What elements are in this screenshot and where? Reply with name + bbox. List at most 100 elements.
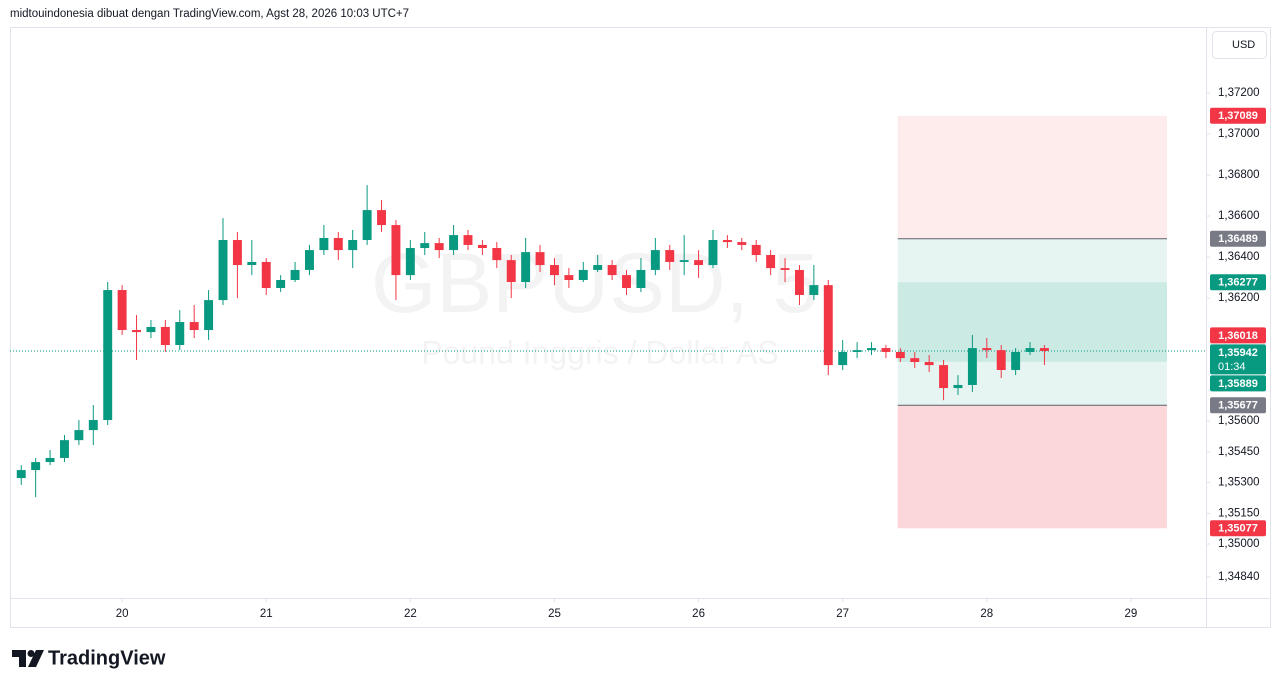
price-label-box xyxy=(1210,327,1266,344)
price-label: 1,36018 xyxy=(1218,330,1258,342)
x-tick-label: 22 xyxy=(404,608,417,620)
candle-body xyxy=(492,248,502,261)
price-countdown: 01:34 xyxy=(1218,361,1246,373)
candle-body xyxy=(535,252,545,266)
y-tick-label: 1,35150 xyxy=(1218,507,1260,519)
candle-body xyxy=(362,210,372,241)
candle-body xyxy=(276,280,286,288)
candle-body xyxy=(650,250,660,270)
price-label-box xyxy=(1210,375,1266,392)
currency-button[interactable] xyxy=(1212,31,1267,59)
candle-body xyxy=(593,265,603,270)
candle-body xyxy=(780,268,790,270)
candle-body xyxy=(391,225,401,276)
x-tick-label: 20 xyxy=(116,608,129,620)
price-label: 1,35942 xyxy=(1218,347,1258,359)
candle-body xyxy=(146,326,156,333)
price-label-box xyxy=(1210,344,1266,375)
candle-body xyxy=(132,330,141,333)
candle-body xyxy=(305,250,314,270)
y-tick-label: 1,36400 xyxy=(1218,251,1260,263)
candle-body xyxy=(737,242,747,245)
candle-body xyxy=(348,240,358,251)
x-tick-label: 25 xyxy=(548,608,561,620)
candle-body xyxy=(103,290,113,421)
price-label: 1,35677 xyxy=(1218,400,1258,412)
candle-body xyxy=(939,365,949,389)
candle-body xyxy=(189,322,199,331)
candle-body xyxy=(204,300,214,331)
candle-body xyxy=(247,261,257,266)
candle-body xyxy=(895,351,905,359)
price-label-box xyxy=(1210,520,1266,537)
candle-body xyxy=(794,269,804,295)
candle-body xyxy=(175,322,185,345)
y-tick-label: 1,34840 xyxy=(1218,571,1260,583)
price-label: 1,36277 xyxy=(1218,277,1258,289)
y-tick-label: 1,35600 xyxy=(1218,415,1260,427)
candle-body xyxy=(463,235,473,245)
candle-body xyxy=(405,248,415,276)
candle-body xyxy=(881,348,891,352)
x-tick-label: 29 xyxy=(1125,608,1138,620)
candle-body xyxy=(607,265,617,276)
watermark-name: Pound Inggris / Dollar AS xyxy=(421,334,779,370)
price-label: 1,35889 xyxy=(1218,378,1258,390)
candle-body xyxy=(578,269,588,281)
price-label: 1,37089 xyxy=(1218,110,1258,122)
candle-body xyxy=(722,240,732,243)
candle-body xyxy=(564,275,574,281)
candle-body xyxy=(809,285,819,295)
candle-body xyxy=(982,348,992,351)
candle-body xyxy=(232,240,242,266)
y-tick-label: 1,37200 xyxy=(1218,87,1260,99)
y-tick-label: 1,35450 xyxy=(1218,446,1260,458)
y-tick-label: 1,36200 xyxy=(1218,292,1260,304)
position-zone xyxy=(897,405,1167,529)
candle-body xyxy=(377,210,386,226)
candle-body xyxy=(434,243,444,251)
candle-body xyxy=(420,243,430,249)
candle-body xyxy=(117,290,127,331)
price-label-box xyxy=(1210,107,1266,124)
candle-body xyxy=(333,237,343,251)
logo-icon xyxy=(12,650,44,667)
candle-body xyxy=(261,261,271,288)
candle-body xyxy=(694,260,704,266)
candle-body xyxy=(477,244,487,249)
price-label-box xyxy=(1210,230,1266,247)
candle-body xyxy=(60,440,69,458)
price-label: 1,35077 xyxy=(1218,523,1258,535)
candle-body xyxy=(1039,348,1049,351)
position-zone xyxy=(897,115,1167,239)
candle-body xyxy=(74,430,84,441)
y-tick-label: 1,37000 xyxy=(1218,128,1260,140)
price-label: 1,36489 xyxy=(1218,233,1258,245)
x-tick-label: 21 xyxy=(260,608,273,620)
chart-frame xyxy=(10,27,1271,628)
x-tick-label: 27 xyxy=(836,608,849,620)
candle-body xyxy=(924,362,934,366)
currency-label[interactable]: USD xyxy=(1232,39,1255,51)
candle-body xyxy=(708,240,718,266)
candle-body xyxy=(867,348,876,351)
candle-body xyxy=(16,470,26,479)
plot-area xyxy=(10,115,1206,529)
candle-body xyxy=(953,384,963,389)
y-tick-label: 1,36600 xyxy=(1218,210,1260,222)
x-tick-label: 26 xyxy=(692,608,705,620)
x-tick-label: 28 xyxy=(980,608,993,620)
candle-body xyxy=(449,235,459,251)
candle-body xyxy=(751,244,761,255)
candle-body xyxy=(622,275,631,288)
candle-body xyxy=(1025,348,1035,352)
candle-body xyxy=(679,260,689,262)
header: midtouindonesia dibuat dengan TradingVie… xyxy=(10,8,409,20)
candle-body xyxy=(766,254,776,269)
watermark-symbol: GBPUSD, 5 xyxy=(371,236,819,330)
candle-body xyxy=(31,462,41,471)
candle-body xyxy=(160,326,170,345)
y-tick-label: 1,35300 xyxy=(1218,477,1260,489)
candle-body xyxy=(290,269,300,281)
